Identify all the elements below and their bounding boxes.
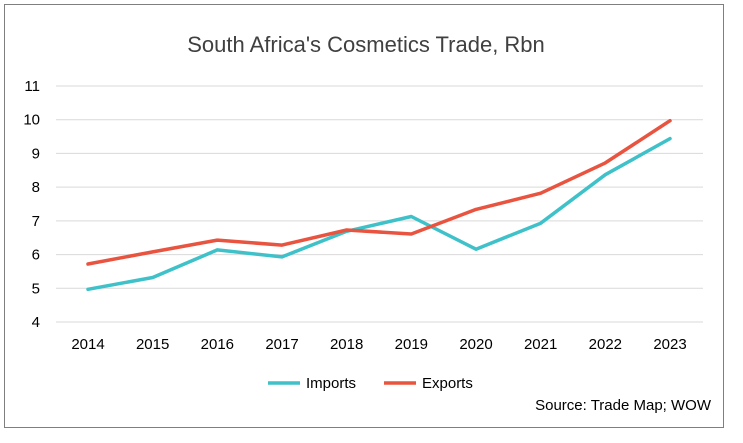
- data-point-exports: [409, 232, 413, 236]
- legend-label-imports: Imports: [306, 375, 356, 392]
- x-tick-label: 2019: [395, 336, 428, 353]
- y-tick-label: 8: [32, 179, 40, 196]
- legend: Imports Exports: [268, 375, 473, 392]
- series-line-imports: [86, 136, 672, 292]
- x-tick-label: 2021: [524, 336, 557, 353]
- data-point-imports: [215, 248, 219, 252]
- x-axis-ticks: 2014 2015 2016 2017 2018 2019 2020 2021 2022 2023: [71, 336, 686, 353]
- data-point-exports: [539, 191, 543, 195]
- data-point-exports: [603, 161, 607, 165]
- data-point-imports: [86, 287, 90, 291]
- x-tick-label: 2015: [136, 336, 169, 353]
- data-point-exports: [474, 207, 478, 211]
- legend-label-exports: Exports: [422, 375, 473, 392]
- x-tick-label: 2018: [330, 336, 363, 353]
- data-point-exports: [86, 262, 90, 266]
- data-point-imports: [151, 275, 155, 279]
- x-tick-label: 2014: [71, 336, 104, 353]
- data-point-imports: [603, 173, 607, 177]
- y-tick-label: 9: [32, 145, 40, 162]
- y-tick-label: 10: [23, 112, 40, 129]
- data-point-exports: [280, 243, 284, 247]
- series-lines: [86, 118, 672, 292]
- x-tick-label: 2017: [265, 336, 298, 353]
- y-tick-label: 4: [32, 314, 40, 331]
- data-point-exports: [151, 250, 155, 254]
- x-tick-label: 2020: [459, 336, 492, 353]
- series-line-exports: [86, 118, 672, 266]
- y-tick-label: 11: [24, 78, 40, 95]
- data-point-imports: [280, 255, 284, 259]
- gridlines: [56, 85, 703, 323]
- data-point-imports: [539, 221, 543, 225]
- y-tick-label: 5: [32, 280, 40, 297]
- x-tick-label: 2022: [589, 336, 622, 353]
- x-tick-label: 2023: [653, 336, 686, 353]
- data-point-exports: [668, 119, 672, 123]
- source-note: Source: Trade Map; WOW: [535, 397, 712, 414]
- y-axis-ticks: 4 5 6 7 8 9 10 11: [23, 78, 40, 331]
- data-point-imports: [409, 214, 413, 218]
- chart-frame: [4, 4, 724, 428]
- data-point-imports: [474, 247, 478, 251]
- data-point-exports: [215, 238, 219, 242]
- chart-title: South Africa's Cosmetics Trade, Rbn: [187, 32, 545, 57]
- y-tick-label: 7: [32, 213, 40, 230]
- y-tick-label: 6: [32, 247, 40, 264]
- data-point-exports: [345, 228, 349, 232]
- data-point-imports: [668, 137, 672, 141]
- x-tick-label: 2016: [201, 336, 234, 353]
